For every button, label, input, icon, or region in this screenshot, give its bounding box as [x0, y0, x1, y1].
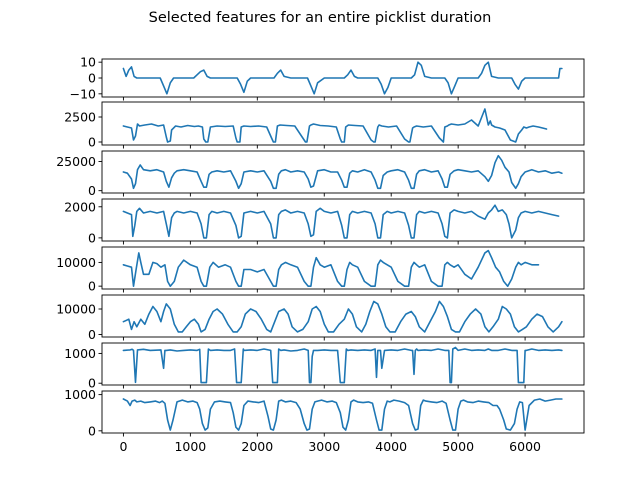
series-line-5	[122, 249, 540, 287]
subplot-5: 0 10000	[56, 246, 585, 294]
y-tick-label: 1000	[64, 387, 96, 402]
y-tick-label: 0	[88, 279, 96, 294]
series-line-8	[122, 398, 563, 431]
y-tick-label: 2000	[64, 199, 96, 214]
x-tick-label: 6000	[509, 439, 541, 454]
subplot-3: 0 25000	[56, 150, 585, 198]
y-tick-label: 0	[88, 230, 96, 245]
x-tick-label: 1000	[174, 439, 206, 454]
y-tick-label: 10000	[56, 255, 96, 270]
axes-frame	[101, 390, 585, 434]
axes-frame	[101, 150, 585, 194]
axes-frame	[101, 294, 585, 338]
y-tick-label: 10	[80, 55, 96, 70]
x-tick-label: 2000	[241, 439, 273, 454]
subplot-6: 0 10000	[56, 294, 585, 342]
axes-frame	[101, 342, 585, 386]
y-tick-label: 0	[88, 327, 96, 342]
x-tick-label: 5000	[442, 439, 474, 454]
subplot-2: 0 2500	[64, 101, 585, 150]
subplot-8: 0 1000 0 1000 2000 3000 4000 5000 6000	[64, 387, 585, 454]
y-tick-label: 10000	[56, 302, 96, 317]
y-tick-label: −10	[70, 86, 96, 101]
series-line-2	[122, 108, 548, 143]
y-tick-label: 0	[88, 135, 96, 150]
subplot-7: 0 1000	[64, 342, 585, 391]
series-line-6	[122, 300, 563, 333]
axes-frame	[101, 198, 585, 242]
x-tick-label: 0	[119, 439, 127, 454]
series-line-4	[122, 204, 560, 239]
figure-title: Selected features for an entire picklist…	[149, 10, 492, 26]
subplot-4: 0 2000	[64, 198, 585, 245]
y-tick-label: 2500	[64, 110, 96, 125]
y-tick-label: 0	[88, 183, 96, 198]
x-tick-label: 3000	[308, 439, 340, 454]
y-tick-label: 1000	[64, 346, 96, 361]
series-line-7	[122, 346, 563, 384]
y-tick-label: 0	[88, 423, 96, 438]
series-line-1	[122, 61, 563, 95]
y-tick-label: 0	[88, 71, 96, 86]
y-tick-label: 0	[88, 376, 96, 391]
y-tick-label: 25000	[56, 154, 96, 169]
series-line-3	[122, 154, 563, 190]
x-tick-label: 4000	[375, 439, 407, 454]
subplots-container: −100100250002500002000010000010000010000…	[56, 55, 585, 454]
axes-frame	[101, 246, 585, 290]
axes-frame	[101, 101, 585, 146]
